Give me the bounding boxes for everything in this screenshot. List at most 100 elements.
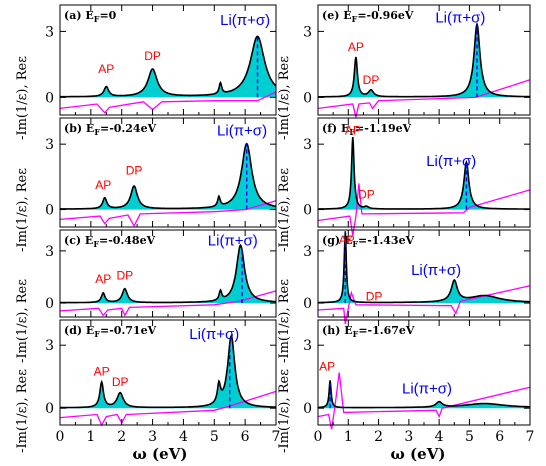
peak-label: AP bbox=[345, 123, 361, 137]
peak-label: AP bbox=[348, 40, 364, 54]
loss-line bbox=[318, 21, 530, 98]
panel-label: (a) EF=0 bbox=[64, 9, 117, 24]
loss-line bbox=[60, 35, 277, 98]
x-tick-label: 5 bbox=[210, 429, 219, 445]
peak-label: AP bbox=[339, 233, 355, 247]
panel-label: (f) EF=-1.19eV bbox=[322, 122, 412, 137]
y-tick-label: 0 bbox=[45, 203, 54, 219]
x-tick-label: 4 bbox=[179, 429, 188, 445]
peak-label: AP bbox=[95, 178, 111, 192]
peak-label: DP bbox=[126, 164, 143, 178]
y-tick-label: 0 bbox=[45, 401, 54, 417]
mode-label: Li(π+σ) bbox=[435, 10, 485, 27]
x-tick-label: 3 bbox=[404, 429, 413, 445]
panel: 0 3 (b) EF=-0.24eV AP DP Li(π+σ) bbox=[45, 117, 277, 228]
reps-line bbox=[59, 390, 277, 427]
y-axis-label-right: -Im(1/ε), Reε bbox=[277, 168, 292, 252]
mode-label: Li(π+σ) bbox=[402, 381, 452, 398]
loss-line bbox=[318, 380, 530, 409]
y-tick-label: 0 bbox=[45, 296, 54, 312]
panel-label: (e) EF=-0.96eV bbox=[322, 9, 414, 24]
y-tick-label: 0 bbox=[45, 90, 54, 106]
x-tick-label: 6 bbox=[495, 429, 504, 445]
reps-line bbox=[317, 372, 531, 430]
y-tick-label: 3 bbox=[45, 24, 54, 40]
panel: 0 3 (e) EF=-0.96eV AP DP Li(π+σ) bbox=[303, 4, 531, 118]
y-tick-label: 3 bbox=[45, 137, 54, 153]
peak-label: DP bbox=[363, 73, 380, 87]
x-tick-label: 2 bbox=[117, 429, 126, 445]
y-tick-label: 3 bbox=[303, 338, 312, 354]
reps-line bbox=[59, 91, 277, 114]
panel-label: (d) EF=-0.71eV bbox=[64, 324, 157, 339]
x-axis-label-left: ω (eV) bbox=[133, 445, 188, 463]
panel-label: (c) EF=-0.48eV bbox=[64, 234, 156, 249]
mode-label: Li(π+σ) bbox=[189, 326, 239, 343]
panel-label: (g) EF=-1.43eV bbox=[322, 234, 415, 249]
x-axis-label-right: ω (eV) bbox=[391, 445, 446, 463]
reps-line bbox=[317, 183, 531, 236]
x-tick-label: 1 bbox=[86, 429, 95, 445]
x-tick-label: 1 bbox=[344, 429, 353, 445]
peak-label: DP bbox=[112, 375, 129, 389]
reps-line bbox=[59, 290, 277, 317]
x-tick-label: 4 bbox=[435, 429, 444, 445]
panel: 0 3 (c) EF=-0.48eV AP DP Li(π+σ) bbox=[45, 229, 277, 318]
loss-area bbox=[60, 245, 276, 304]
loss-line bbox=[60, 334, 276, 409]
loss-area bbox=[60, 335, 276, 409]
panel: 0 3 0 1 2 3 4 5 6 7 (h) EF=-1.67eV AP Li(π+σ) bbox=[303, 319, 535, 445]
y-axis-label-left: -Im(1/ε), Reε bbox=[15, 56, 30, 140]
x-tick-label: 7 bbox=[526, 429, 535, 445]
loss-area bbox=[60, 143, 276, 210]
mode-label: Li(π+σ) bbox=[220, 12, 270, 29]
y-tick-label: 3 bbox=[45, 338, 54, 354]
panel-label: (h) EF=-1.67eV bbox=[322, 324, 415, 339]
y-axis-label-right: -Im(1/ε), Reε bbox=[277, 56, 292, 140]
reps-line bbox=[317, 79, 531, 118]
loss-line bbox=[60, 243, 276, 304]
reps-line bbox=[59, 200, 277, 228]
loss-area bbox=[318, 24, 530, 98]
panel-label: (b) EF=-0.24eV bbox=[64, 122, 157, 137]
peak-label: AP bbox=[98, 62, 114, 76]
panel: 0 3 (a) EF=0 AP DP Li(π+σ) bbox=[45, 4, 277, 116]
y-tick-label: 0 bbox=[303, 296, 312, 312]
y-tick-label: 3 bbox=[303, 24, 312, 40]
y-axis-label-right: -Im(1/ε), Reε bbox=[277, 369, 292, 453]
mode-label: Li(π+σ) bbox=[217, 122, 267, 139]
x-tick-label: 7 bbox=[272, 429, 281, 445]
reps-line bbox=[317, 285, 531, 325]
y-tick-label: 0 bbox=[303, 90, 312, 106]
y-tick-label: 0 bbox=[303, 401, 312, 417]
mode-label: Li(π+σ) bbox=[426, 153, 476, 170]
y-axis-label-left: -Im(1/ε), Reε bbox=[15, 279, 30, 363]
loss-line bbox=[318, 231, 530, 304]
peak-label: DP bbox=[358, 188, 375, 202]
peak-label: DP bbox=[116, 269, 133, 283]
y-tick-label: 3 bbox=[45, 244, 54, 260]
peak-label: DP bbox=[144, 49, 161, 63]
x-tick-label: 0 bbox=[314, 429, 323, 445]
y-tick-label: 3 bbox=[303, 244, 312, 260]
x-tick-label: 2 bbox=[374, 429, 383, 445]
y-axis-label-right: -Im(1/ε), Reε bbox=[277, 279, 292, 363]
x-tick-label: 3 bbox=[148, 429, 157, 445]
peak-label: AP bbox=[94, 365, 110, 379]
x-tick-label: 5 bbox=[465, 429, 474, 445]
y-axis-label-left: -Im(1/ε), Reε bbox=[15, 168, 30, 252]
y-axis-label-left: -Im(1/ε), Reε bbox=[15, 369, 30, 453]
mode-label: Li(π+σ) bbox=[208, 233, 258, 250]
x-tick-label: 6 bbox=[241, 429, 250, 445]
x-tick-label: 0 bbox=[56, 429, 65, 445]
loss-line bbox=[59, 142, 277, 210]
peak-label: AP bbox=[95, 272, 111, 286]
mode-label: Li(π+σ) bbox=[411, 262, 461, 279]
y-tick-label: 0 bbox=[303, 203, 312, 219]
peak-label: DP bbox=[366, 289, 383, 303]
loss-area bbox=[60, 36, 276, 98]
